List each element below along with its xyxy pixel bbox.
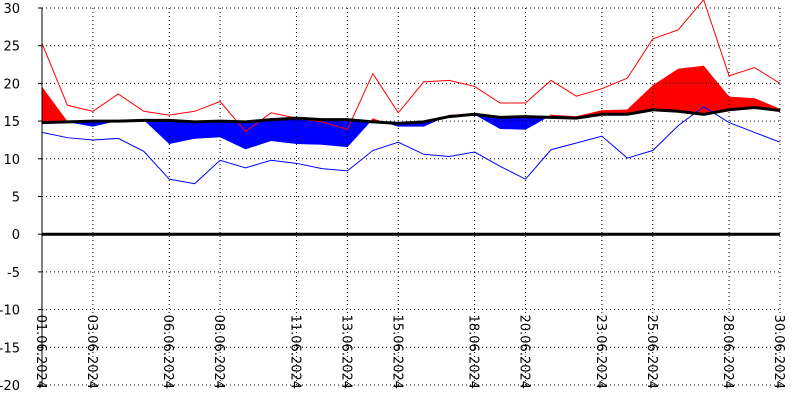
y-tick-label: -15 <box>0 341 20 356</box>
x-tick-label: 25.06.2024 <box>644 315 659 389</box>
grid-lines <box>41 7 781 386</box>
x-tick-label: 03.06.2024 <box>84 315 99 389</box>
x-tick-label: 08.06.2024 <box>211 315 226 389</box>
y-tick-labels: 30 25 20 15 10 5 0 -5 -10 -15 -20 <box>0 2 20 394</box>
cool-anomaly-area <box>270 117 297 145</box>
y-tick-label: 15 <box>3 115 20 130</box>
x-tick-labels: 01.06.2024 03.06.2024 06.06.2024 08.06.2024… <box>33 315 786 389</box>
y-tick-label: 0 <box>12 228 20 243</box>
y-tick-label: -5 <box>7 266 20 281</box>
cool-anomaly-area <box>194 120 221 139</box>
axes <box>38 7 780 386</box>
y-tick-label: 5 <box>12 191 20 206</box>
x-tick-label: 30.06.2024 <box>771 315 786 389</box>
y-tick-label: 20 <box>3 77 20 92</box>
x-tick-label: 28.06.2024 <box>720 315 735 389</box>
warm-anomaly-area <box>677 65 704 115</box>
y-tick-label: 25 <box>3 40 20 55</box>
x-tick-label: 18.06.2024 <box>466 315 481 389</box>
series-lines <box>41 0 781 185</box>
x-tick-label: 13.06.2024 <box>338 315 353 389</box>
cool-anomaly-area <box>321 119 348 148</box>
x-tick-label: 20.06.2024 <box>517 315 532 389</box>
y-tick-label: 30 <box>3 2 20 17</box>
y-tick-label: 10 <box>3 153 20 168</box>
x-tick-label: 11.06.2024 <box>287 315 302 389</box>
x-tick-label: 06.06.2024 <box>160 315 175 389</box>
series-normal-line <box>41 106 781 125</box>
x-tick-label: 23.06.2024 <box>593 315 608 389</box>
y-tick-label: -20 <box>0 379 20 394</box>
y-tick-label: -10 <box>0 304 20 319</box>
series-max-line <box>41 0 781 133</box>
series-min-line <box>41 106 781 185</box>
cool-anomaly-area <box>296 117 323 145</box>
x-tick-label: 01.06.2024 <box>33 315 48 389</box>
x-tick-label: 15.06.2024 <box>389 315 404 389</box>
